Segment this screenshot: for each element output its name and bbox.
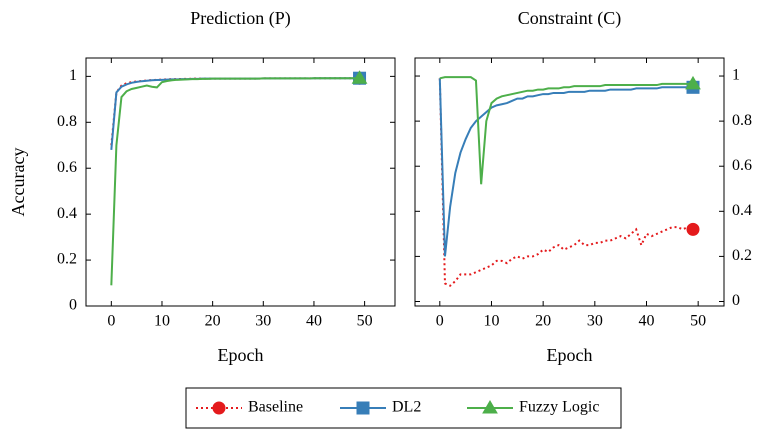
x-tick-label: 50 xyxy=(690,313,706,330)
legend-box xyxy=(185,387,622,429)
plot-frame xyxy=(414,57,725,307)
legend-label: Baseline xyxy=(248,399,303,416)
x-tick-label: 10 xyxy=(483,313,499,330)
marker xyxy=(686,222,700,236)
marker xyxy=(351,70,368,84)
x-tick-label: 50 xyxy=(357,313,373,330)
x-tick-label: 0 xyxy=(107,313,115,330)
y-tick-label: 0.8 xyxy=(57,113,77,130)
legend-label: DL2 xyxy=(392,399,421,416)
series-line xyxy=(439,76,693,185)
legend-marker xyxy=(482,400,498,414)
x-axis-label: Epoch xyxy=(547,345,593,365)
x-tick-label: 10 xyxy=(154,313,170,330)
y-tick-label: 0.2 xyxy=(732,247,752,264)
y-tick-label: 0.2 xyxy=(57,251,77,268)
x-tick-label: 20 xyxy=(535,313,551,330)
chart-title: Constraint (C) xyxy=(518,8,622,29)
plot-frame xyxy=(85,57,396,307)
x-tick-label: 20 xyxy=(205,313,221,330)
x-tick-label: 40 xyxy=(306,313,322,330)
chart-title: Prediction (P) xyxy=(190,8,291,29)
x-tick-label: 30 xyxy=(255,313,271,330)
y-tick-label: 1 xyxy=(732,67,740,84)
y-tick-label: 0.6 xyxy=(732,157,752,174)
series-line xyxy=(110,77,360,150)
x-axis-label: Epoch xyxy=(218,345,264,365)
legend-marker xyxy=(356,401,370,415)
y-tick-label: 1 xyxy=(69,67,77,84)
y-tick-label: 0.4 xyxy=(57,205,77,222)
x-tick-label: 40 xyxy=(638,313,654,330)
y-tick-label: 0 xyxy=(69,297,77,314)
series-line xyxy=(110,77,360,286)
x-tick-label: 30 xyxy=(587,313,603,330)
y-tick-label: 0.8 xyxy=(732,112,752,129)
y-tick-label: 0.6 xyxy=(57,159,77,176)
legend-marker xyxy=(212,401,226,415)
series-line xyxy=(438,78,694,287)
y-tick-label: 0 xyxy=(732,292,740,309)
marker xyxy=(685,75,701,90)
series-line xyxy=(110,77,360,146)
legend-label: Fuzzy Logic xyxy=(519,399,599,416)
series-line xyxy=(438,78,693,257)
y-tick-label: 0.4 xyxy=(732,202,752,219)
x-tick-label: 0 xyxy=(436,313,444,330)
y-axis-label: Accuracy xyxy=(8,148,28,217)
